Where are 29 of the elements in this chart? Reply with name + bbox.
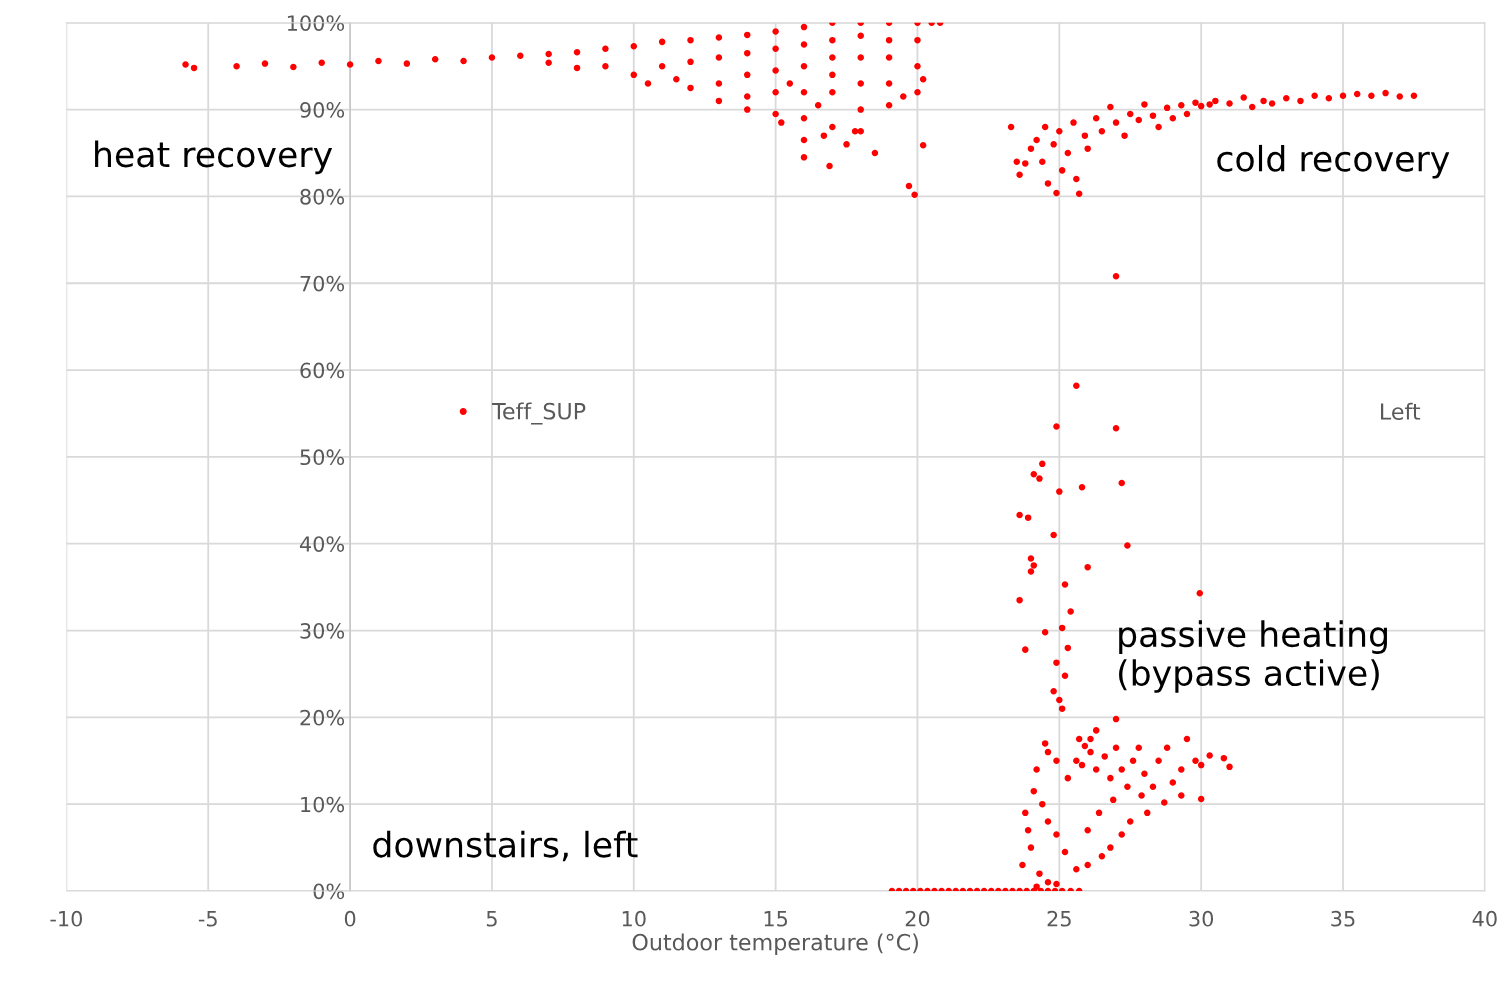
x-tick-label: 25 [1047, 910, 1071, 927]
x-tick-label: 15 [764, 911, 788, 927]
x-tick-label: 40 [1472, 910, 1497, 927]
y-tick-label: 90% [300, 102, 345, 118]
x-tick-label: 35 [1331, 910, 1355, 927]
y-tick-label: 20% [300, 709, 345, 726]
annotation: downstairs, left [373, 830, 638, 862]
text: Left [1381, 402, 1421, 420]
y-tick-label: 60% [300, 362, 345, 379]
y-tick-label: 100% [287, 15, 345, 31]
legend-label: Teff_SUP [492, 402, 586, 425]
x-tick-label: 10 [622, 910, 646, 927]
x-tick-label: 5 [486, 911, 497, 927]
x-axis-title: Outdoor temperature (°C) [632, 933, 918, 955]
x-tick-label: 20 [905, 910, 930, 927]
y-tick-label: 0% [313, 883, 345, 900]
x-tick-label: 0 [344, 910, 356, 927]
annotation: heat recovery [95, 140, 333, 175]
annotation: cold recovery [1217, 144, 1450, 179]
y-tick-label: 10% [301, 796, 345, 813]
x-tick-label: -5 [198, 911, 217, 927]
y-tick-label: 80% [300, 188, 345, 205]
x-tick-label: -10 [50, 910, 83, 927]
annotation: passive heating (bypass active) [1119, 620, 1387, 693]
y-tick-label: 30% [300, 622, 345, 639]
y-tick-label: 40% [299, 536, 345, 552]
y-tick-label: 50% [300, 449, 345, 466]
y-tick-label: 70% [300, 275, 345, 292]
x-tick-label: 30 [1189, 910, 1214, 927]
